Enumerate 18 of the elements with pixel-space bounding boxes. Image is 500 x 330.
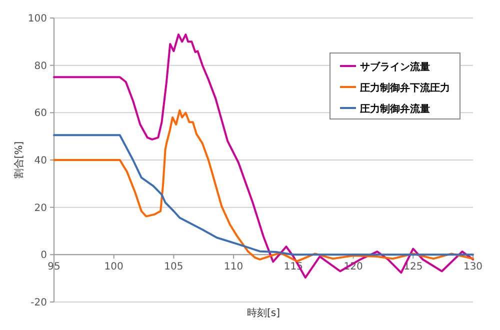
legend-label: 圧力制御弁流量 [359, 103, 430, 115]
line-series [53, 134, 474, 256]
legend-label: 圧力制御弁下流圧力 [359, 82, 450, 94]
y-tick-label: 80 [34, 60, 47, 72]
legend-label: サブライン流量 [360, 61, 430, 73]
y-tick-label: 20 [34, 202, 47, 214]
y-axis-title: 割合[%] [13, 141, 25, 179]
y-tick-label: 60 [34, 108, 47, 120]
y-tick-label: 0 [40, 250, 47, 262]
x-tick-label: 130 [463, 262, 483, 273]
x-tick-label: 100 [104, 262, 124, 273]
x-axis-title: 時刻[s] [246, 307, 280, 319]
y-tick-label: -20 [30, 298, 47, 308]
y-tick-label: 100 [28, 14, 47, 24]
x-tick-label: 110 [224, 262, 244, 273]
y-tick-label: 40 [34, 156, 47, 166]
x-tick-label: 105 [164, 262, 184, 273]
x-tick-label: 125 [404, 262, 423, 273]
